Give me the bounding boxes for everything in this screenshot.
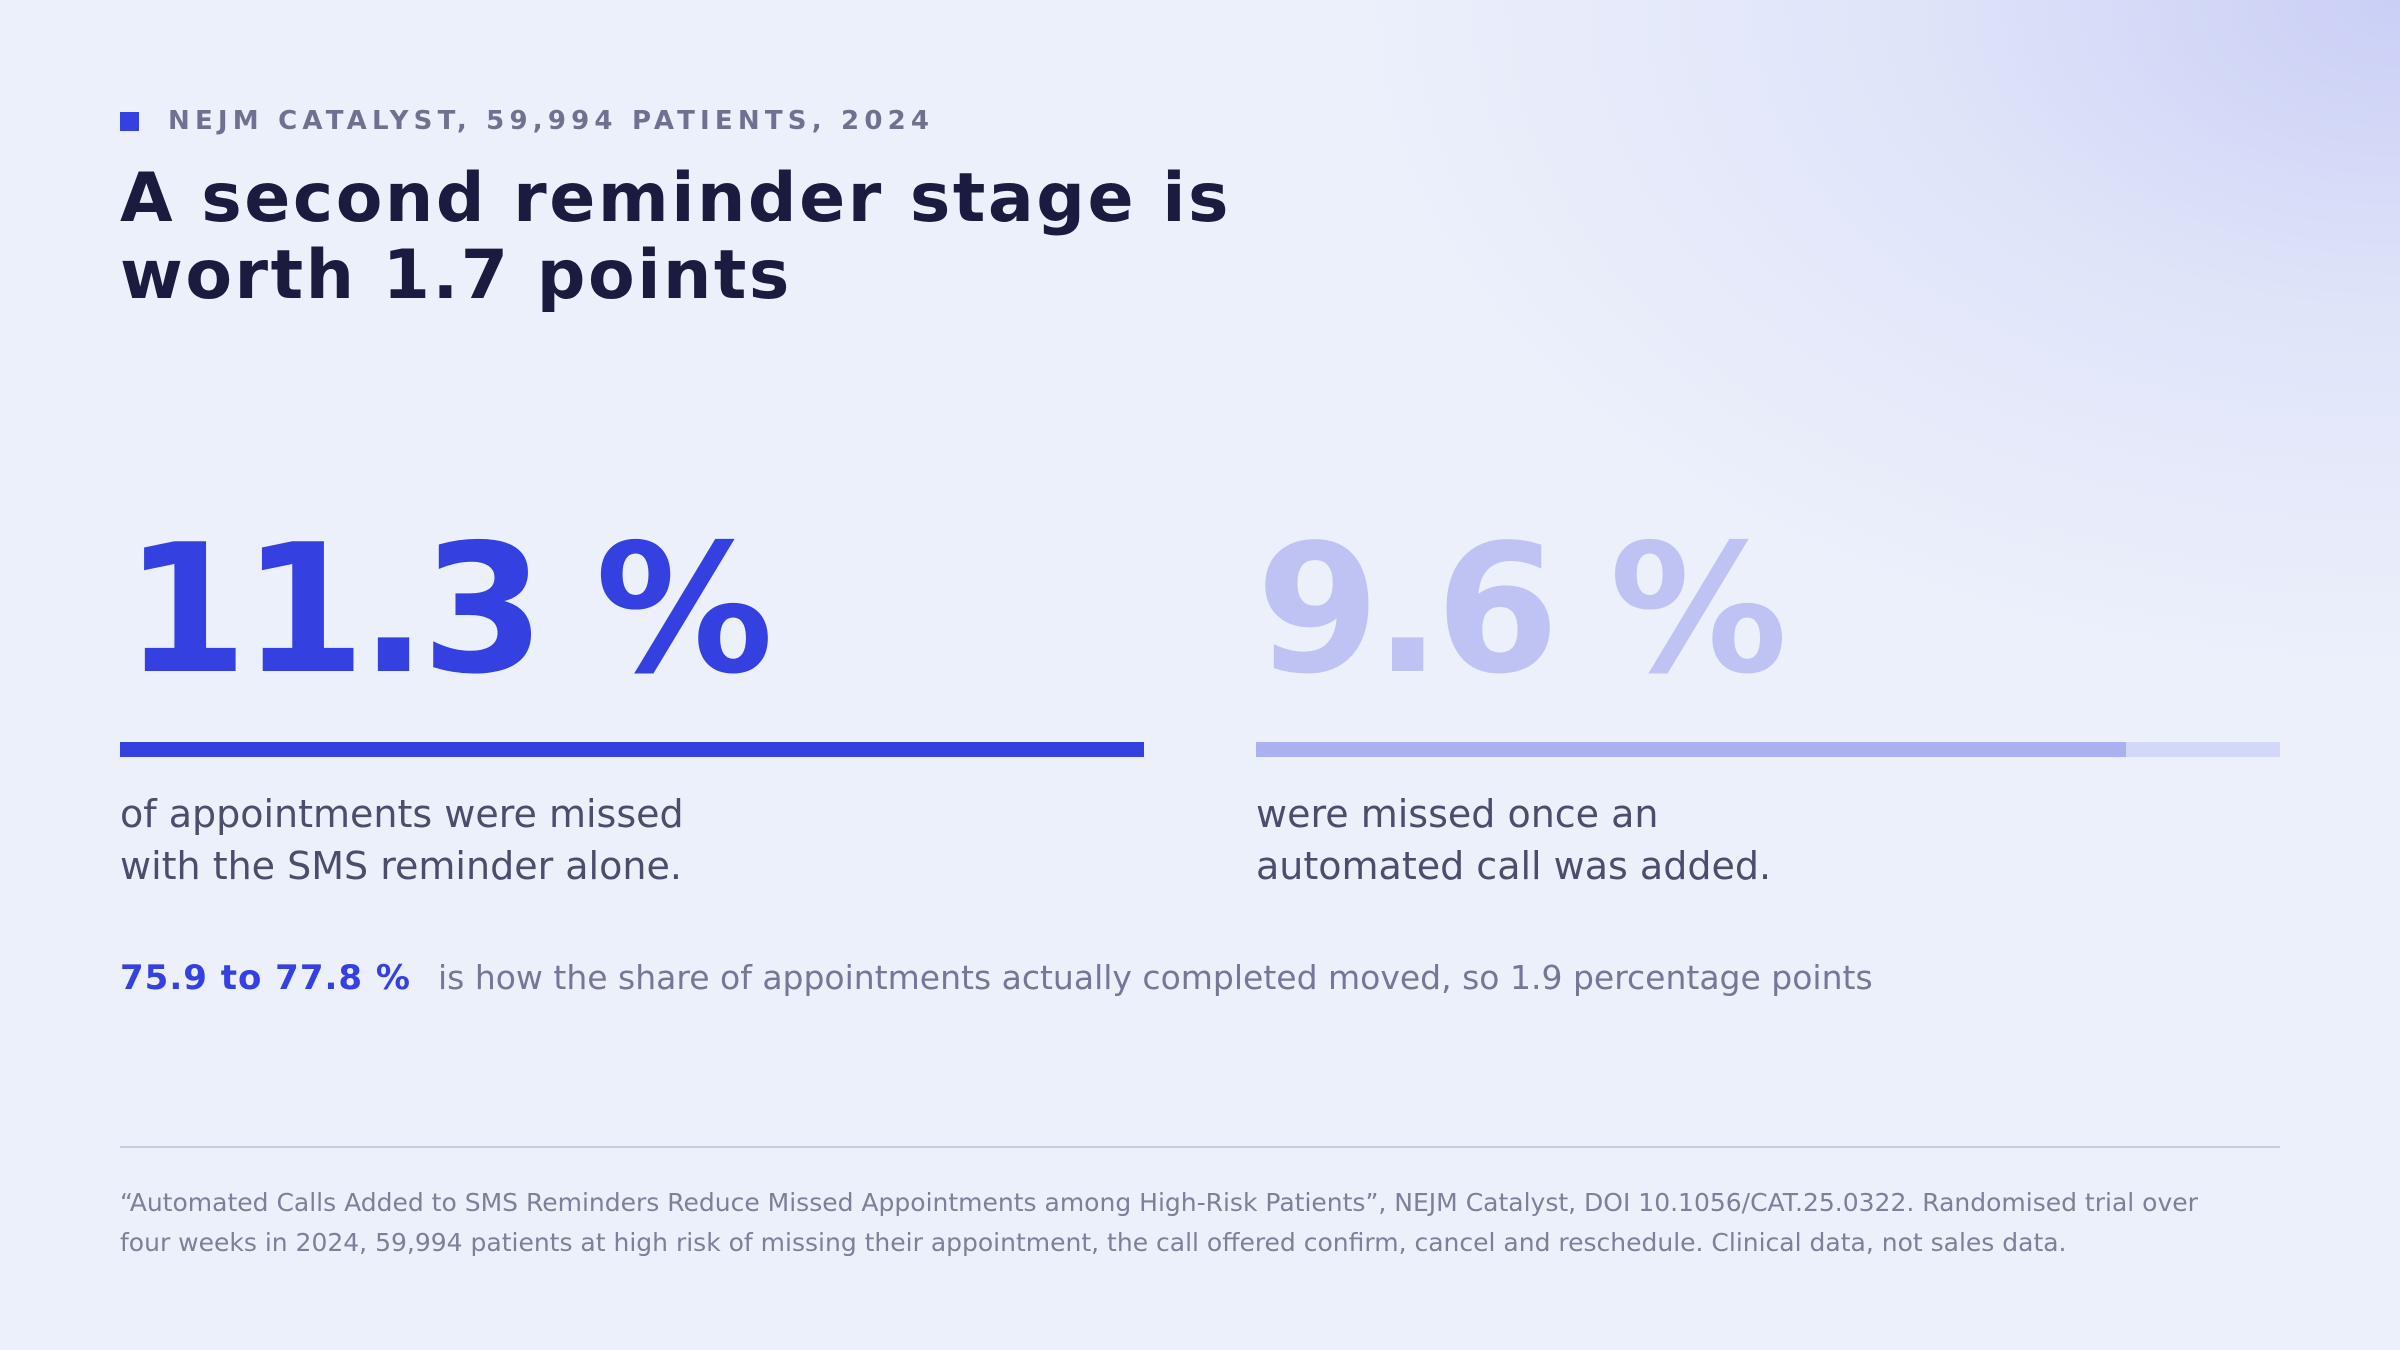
completion-row: 75.9 to 77.8 % is how the share of appoi… xyxy=(120,958,1873,998)
completion-text: is how the share of appointments actuall… xyxy=(437,958,1873,997)
stat-value: 11.3 % xyxy=(124,506,773,713)
stat-bar-fill xyxy=(1256,742,2127,757)
square-icon xyxy=(120,111,139,131)
stat-caption-line-1: of appointments were missed xyxy=(120,792,684,836)
completion-range: 75.9 to 77.8 % xyxy=(120,958,411,998)
stat-caption-line-2: automated call was added. xyxy=(1256,844,1772,888)
headline-line-2: worth 1.7 points xyxy=(120,236,792,315)
kicker: NEJM CATALYST, 59,994 PATIENTS, 2024 xyxy=(120,106,934,136)
stat-bar-track xyxy=(120,742,1144,757)
stat-value: 9.6 % xyxy=(1256,506,1788,713)
stat-bar-fill xyxy=(120,742,1144,757)
stat-caption: of appointments were missed with the SMS… xyxy=(120,788,1020,892)
source-line-2: four weeks in 2024, 59,994 patients at h… xyxy=(120,1228,2067,1257)
source-line-1: “Automated Calls Added to SMS Reminders … xyxy=(120,1188,2198,1217)
stat-bar-track xyxy=(1256,742,2280,757)
stat-caption: were missed once an automated call was a… xyxy=(1256,788,2156,892)
kicker-text: NEJM CATALYST, 59,994 PATIENTS, 2024 xyxy=(168,106,935,136)
headline-line-1: A second reminder stage is xyxy=(120,159,1232,238)
source-note: “Automated Calls Added to SMS Reminders … xyxy=(120,1183,2280,1263)
headline: A second reminder stage is worth 1.7 poi… xyxy=(120,160,1420,314)
stat-caption-line-1: were missed once an xyxy=(1256,792,1659,836)
stat-caption-line-2: with the SMS reminder alone. xyxy=(120,844,682,888)
divider xyxy=(120,1146,2280,1148)
